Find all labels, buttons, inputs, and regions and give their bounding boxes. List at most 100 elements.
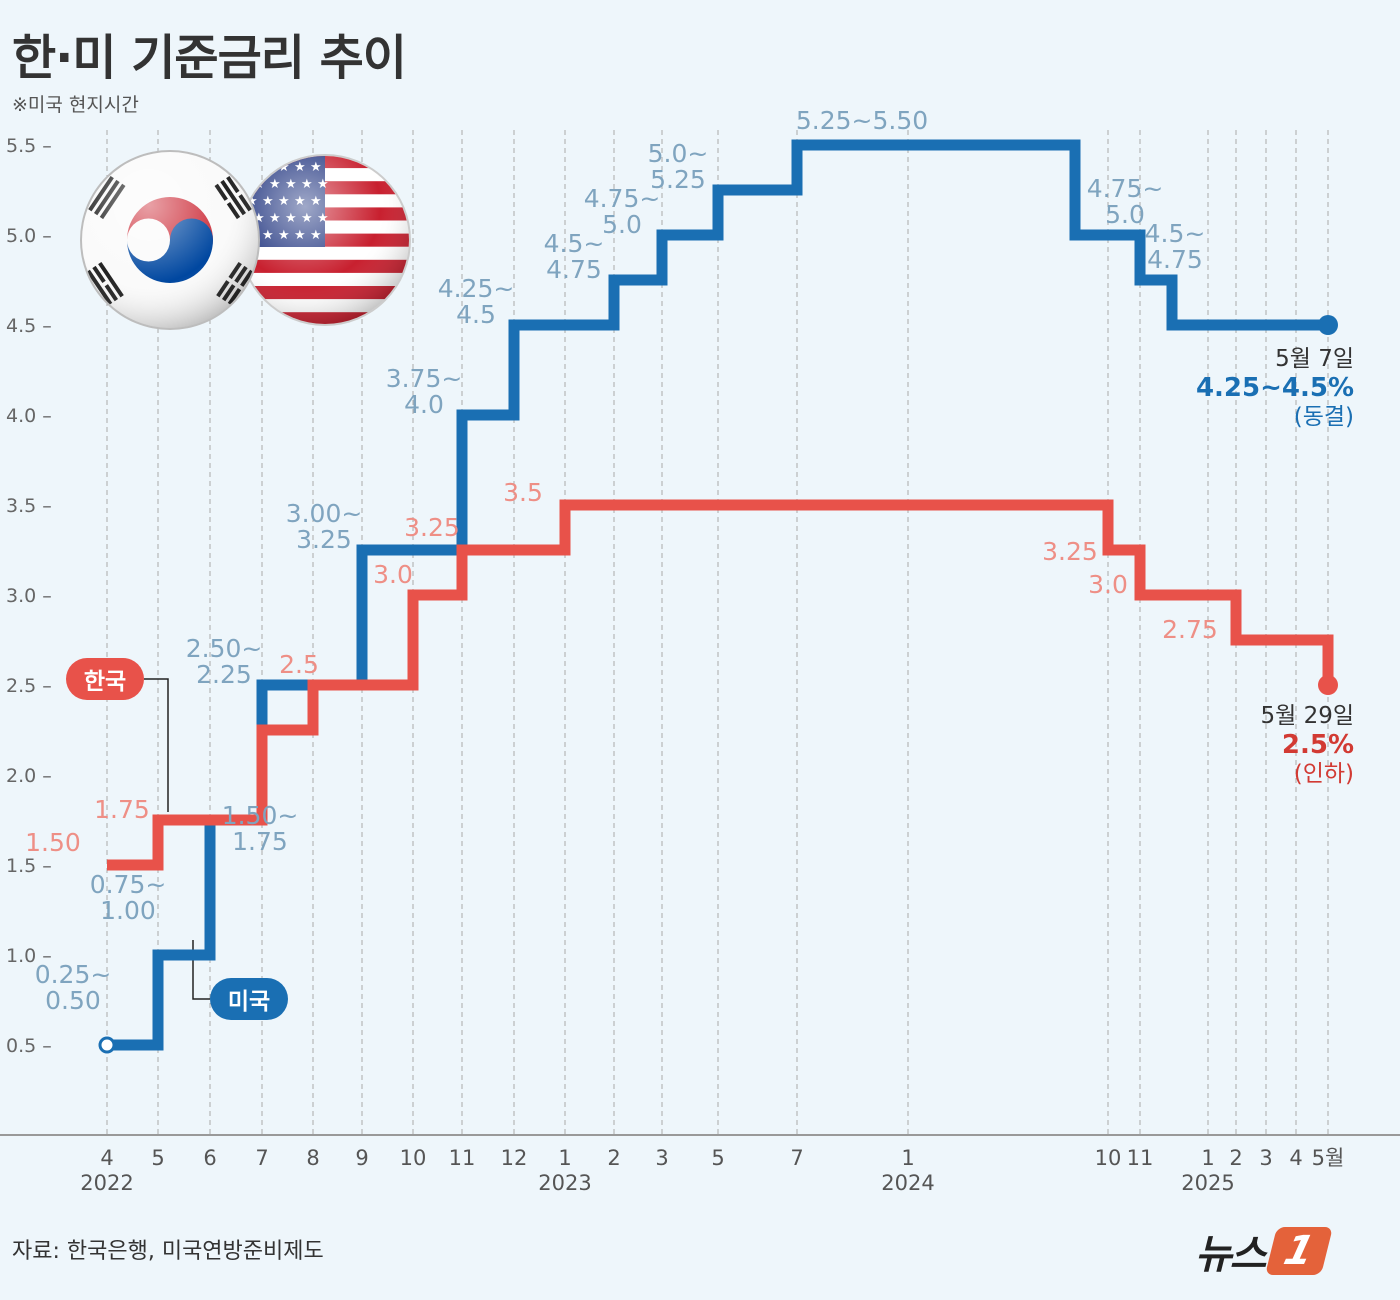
x-tick-label: 12 xyxy=(501,1146,528,1170)
y-axis: 0.5 – 1.0 – 1.5 – 2.0 – 2.5 – 3.0 – 3.5 – 4.0 –… xyxy=(6,135,52,1057)
y-tick-label: 5.5 – xyxy=(6,135,52,157)
step-value-label: 3.75~ xyxy=(386,364,463,393)
x-tick-label: 4 xyxy=(100,1146,113,1170)
x-tick-label: 6 xyxy=(203,1146,216,1170)
us-latest-value: 4.25~4.5% xyxy=(1195,373,1354,403)
y-tick-label: 1.0 – xyxy=(6,945,52,967)
step-value-label: 4.25~ xyxy=(438,274,515,303)
step-value-label: 2.25 xyxy=(196,660,252,689)
step-value-label: 5.25~5.50 xyxy=(796,106,928,135)
korea-latest-date: 5월 29일 xyxy=(1260,703,1354,729)
step-value-label: 2.50~ xyxy=(186,634,263,663)
step-value-label: 3.25 xyxy=(404,513,460,542)
us-flag-star: ★ xyxy=(246,160,258,175)
y-tick-label: 1.5 – xyxy=(6,855,52,877)
step-value-label: 5.0 xyxy=(1105,200,1145,229)
x-tick-label: 2 xyxy=(607,1146,620,1170)
step-value-label: 4.75 xyxy=(546,255,602,284)
korea-legend-connector xyxy=(144,678,169,812)
x-tick-label: 5 xyxy=(711,1146,724,1170)
us-latest-annotation: 5월 7일 4.25~4.5% (동결) xyxy=(1196,345,1354,432)
y-tick-label: 3.5 – xyxy=(6,495,52,517)
x-tick-label: 8 xyxy=(306,1146,319,1170)
x-tick-label: 3 xyxy=(655,1146,668,1170)
step-value-label: 2.75 xyxy=(1162,615,1218,644)
source-note: 자료: 한국은행, 미국연방준비제도 xyxy=(12,1239,324,1264)
x-tick-label: 5 xyxy=(151,1146,164,1170)
x-tick-label: 7 xyxy=(255,1146,268,1170)
step-value-label: 4.75 xyxy=(1147,245,1203,274)
logo-mark-icon: 1 xyxy=(1264,1227,1333,1275)
step-value-label: 3.5 xyxy=(503,478,543,507)
step-value-label: 1.50~ xyxy=(222,801,299,830)
y-tick-label: 0.5 – xyxy=(6,1035,52,1057)
step-value-label: 0.75~ xyxy=(90,870,167,899)
us-latest-status: (동결) xyxy=(1293,404,1354,430)
x-year-label: 2023 xyxy=(538,1171,591,1195)
us-latest-date: 5월 7일 xyxy=(1275,346,1354,372)
step-value-label: 4.5~ xyxy=(1145,219,1206,248)
korea-end-marker xyxy=(1318,675,1338,695)
step-value-label: 3.0 xyxy=(373,560,413,589)
x-tick-label: 7 xyxy=(790,1146,803,1170)
y-tick-label: 2.0 – xyxy=(6,765,52,787)
x-tick-label: 9 xyxy=(355,1146,368,1170)
step-value-label: 1.75 xyxy=(232,827,288,856)
korea-rate-line xyxy=(107,499,1334,871)
step-value-label: 3.0 xyxy=(1088,570,1128,599)
x-year-label: 2022 xyxy=(80,1171,133,1195)
step-value-label: 4.0 xyxy=(404,390,444,419)
x-tick-label: 1 xyxy=(558,1146,571,1170)
step-value-label: 4.5 xyxy=(456,300,496,329)
flags: ★★★★★★★★★★★★★★★★★★★★★★★★★ xyxy=(80,150,411,330)
step-value-label: 1.00 xyxy=(100,896,156,925)
x-year-label: 2025 xyxy=(1181,1171,1234,1195)
step-value-label: 4.5~ xyxy=(544,229,605,258)
y-tick-label: 4.5 – xyxy=(6,315,52,337)
x-tick-label: 10 xyxy=(1095,1146,1122,1170)
logo-text: 뉴스 xyxy=(1195,1232,1267,1278)
step-value-label: 3.25 xyxy=(296,525,352,554)
us-start-marker xyxy=(98,1036,116,1054)
step-value-label: 0.50 xyxy=(45,986,101,1015)
x-tick-label: 1 xyxy=(901,1146,914,1170)
step-value-label: 1.50 xyxy=(25,828,81,857)
us-flag-icon: ★★★★★★★★★★★★★★★★★★★★★★★★★ xyxy=(239,154,411,326)
x-tick-label: 3 xyxy=(1259,1146,1272,1170)
x-year-label: 2024 xyxy=(881,1171,934,1195)
y-tick-label: 2.5 – xyxy=(6,675,52,697)
step-value-label: 4.75~ xyxy=(584,184,661,213)
step-labels: 0.25~0.500.75~1.001.50~1.752.50~2.253.00… xyxy=(25,106,1218,1015)
page-title: 한·미 기준금리 추이 xyxy=(12,30,407,86)
legend-korea: 한국 xyxy=(66,658,144,700)
series-lines xyxy=(107,139,1334,1051)
news1-logo: 뉴스 1 xyxy=(1195,1222,1333,1280)
korea-latest-value: 2.5% xyxy=(1281,730,1354,760)
end-markers xyxy=(98,315,1338,1054)
step-value-label: 4.75~ xyxy=(1087,174,1164,203)
korea-latest-annotation: 5월 29일 2.5% (인하) xyxy=(1260,702,1354,789)
x-tick-label: 1 xyxy=(1201,1146,1214,1170)
y-tick-label: 4.0 – xyxy=(6,405,52,427)
x-tick-label: 5월 xyxy=(1312,1146,1345,1170)
legend-us: 미국 xyxy=(210,978,288,1020)
step-value-label: 5.0 xyxy=(602,210,642,239)
step-value-label: 3.25 xyxy=(1042,537,1098,566)
x-tick-label: 4 xyxy=(1289,1146,1302,1170)
x-tick-label: 11 xyxy=(1127,1146,1154,1170)
us-end-marker xyxy=(1318,315,1338,335)
korea-latest-status: (인하) xyxy=(1293,761,1354,787)
timezone-note: ※미국 현지시간 xyxy=(12,94,139,116)
grid-lines xyxy=(106,130,1329,1135)
x-tick-label: 11 xyxy=(449,1146,476,1170)
step-value-label: 5.25 xyxy=(650,165,706,194)
y-tick-label: 5.0 – xyxy=(6,225,52,247)
korea-flag-icon xyxy=(80,150,260,330)
step-value-label: 5.0~ xyxy=(648,139,709,168)
x-tick-label: 2 xyxy=(1229,1146,1242,1170)
step-value-label: 1.75 xyxy=(94,795,150,824)
step-value-label: 2.5 xyxy=(279,650,319,679)
step-value-label: 0.25~ xyxy=(35,960,112,989)
